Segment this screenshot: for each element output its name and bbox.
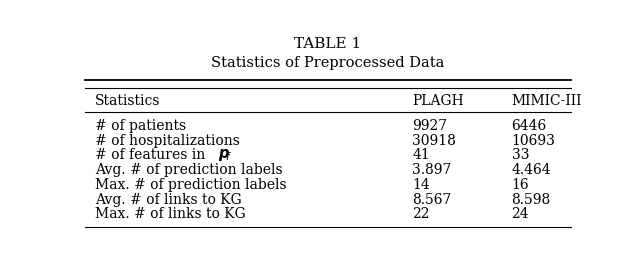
Text: 9927: 9927 <box>412 119 447 133</box>
Text: # of features in: # of features in <box>95 148 209 162</box>
Text: 14: 14 <box>412 178 430 192</box>
Text: 10693: 10693 <box>511 134 556 148</box>
Text: # of patients: # of patients <box>95 119 186 133</box>
Text: TABLE 1: TABLE 1 <box>294 37 362 51</box>
Text: MIMIC-III: MIMIC-III <box>511 94 582 108</box>
Text: 8.598: 8.598 <box>511 193 551 207</box>
Text: 41: 41 <box>412 148 430 162</box>
Text: 24: 24 <box>511 207 529 221</box>
Text: $\boldsymbol{p}_{\!\!f}$: $\boldsymbol{p}_{\!\!f}$ <box>218 147 232 163</box>
Text: 22: 22 <box>412 207 430 221</box>
Text: Avg. # of links to KG: Avg. # of links to KG <box>95 193 242 207</box>
Text: Max. # of prediction labels: Max. # of prediction labels <box>95 178 287 192</box>
Text: 16: 16 <box>511 178 529 192</box>
Text: # of hospitalizations: # of hospitalizations <box>95 134 240 148</box>
Text: Statistics: Statistics <box>95 94 161 108</box>
Text: 33: 33 <box>511 148 529 162</box>
Text: Max. # of links to KG: Max. # of links to KG <box>95 207 246 221</box>
Text: 4.464: 4.464 <box>511 163 551 177</box>
Text: PLAGH: PLAGH <box>412 94 464 108</box>
Text: 8.567: 8.567 <box>412 193 452 207</box>
Text: Statistics of Preprocessed Data: Statistics of Preprocessed Data <box>211 56 445 70</box>
Text: Avg. # of prediction labels: Avg. # of prediction labels <box>95 163 282 177</box>
Text: 6446: 6446 <box>511 119 547 133</box>
Text: 3.897: 3.897 <box>412 163 452 177</box>
Text: 30918: 30918 <box>412 134 456 148</box>
